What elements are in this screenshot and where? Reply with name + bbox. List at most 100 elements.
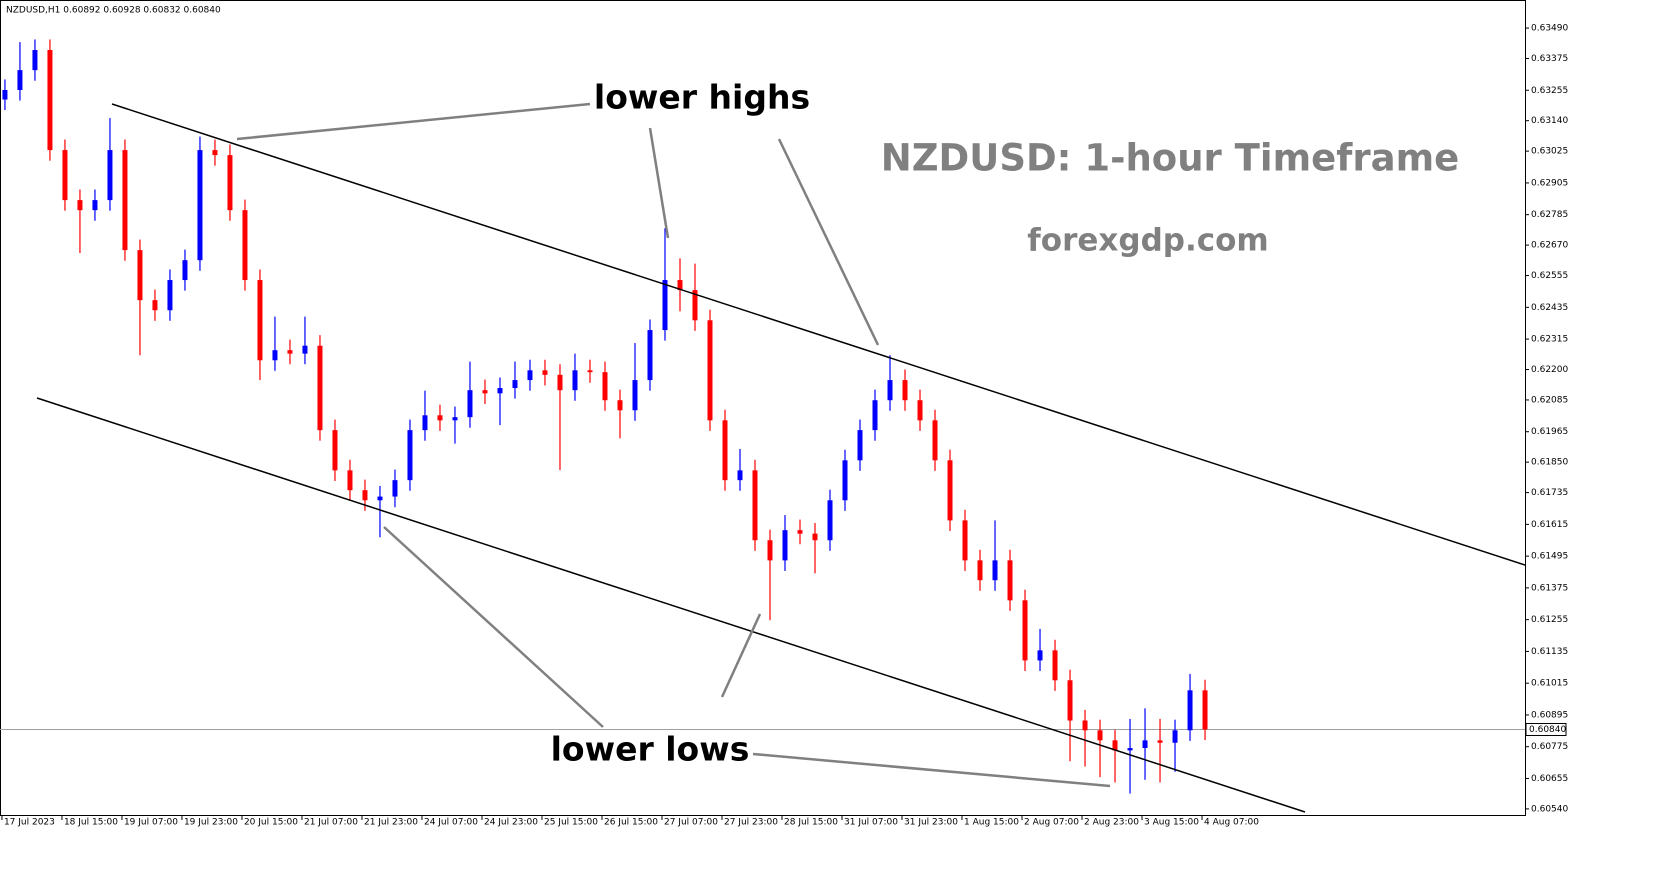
candle-body bbox=[707, 320, 713, 421]
pointer-lines bbox=[236, 102, 1111, 788]
y-tick-label: 0.61735 bbox=[1531, 488, 1568, 498]
candle-body bbox=[392, 480, 398, 497]
current-price-box bbox=[1525, 723, 1567, 737]
candle-body bbox=[1112, 740, 1118, 751]
candle-body bbox=[422, 415, 428, 431]
y-tick-label: 0.60540 bbox=[1531, 804, 1568, 814]
y-tick-label: 0.62555 bbox=[1531, 271, 1568, 281]
candle-body bbox=[842, 460, 848, 501]
x-tick-label: 1 Aug 15:00 bbox=[964, 818, 1019, 828]
candle-body bbox=[1172, 730, 1178, 743]
candle-body bbox=[647, 330, 653, 381]
candle-body bbox=[512, 380, 518, 389]
pointer-line bbox=[752, 752, 1111, 788]
candle-body bbox=[1157, 740, 1163, 743]
candle-body bbox=[1202, 690, 1208, 730]
candle-body bbox=[812, 533, 818, 541]
candle-body bbox=[407, 430, 413, 481]
y-tick-label: 0.60655 bbox=[1531, 774, 1568, 784]
y-tick-label: 0.61495 bbox=[1531, 552, 1568, 562]
candle-body bbox=[917, 400, 923, 421]
y-tick-label: 0.63490 bbox=[1531, 24, 1568, 34]
candle-body bbox=[17, 70, 23, 90]
candle-body bbox=[92, 200, 98, 211]
x-tick-label: 4 Aug 07:00 bbox=[1204, 818, 1259, 828]
candle-body bbox=[347, 470, 353, 491]
plot-frame bbox=[0, 0, 1526, 816]
y-tick-label: 0.62670 bbox=[1531, 241, 1568, 251]
candle-body bbox=[617, 400, 623, 411]
x-tick-label: 28 Jul 15:00 bbox=[784, 818, 838, 828]
candle-body bbox=[737, 470, 743, 481]
y-tick-label: 0.62785 bbox=[1531, 210, 1568, 220]
y-tick-label: 0.63375 bbox=[1531, 54, 1568, 64]
candle-body bbox=[317, 345, 323, 431]
lower-channel-line bbox=[36, 397, 1306, 813]
candle-body bbox=[872, 400, 878, 431]
candle-body bbox=[77, 200, 83, 211]
candle-body bbox=[797, 530, 803, 534]
candle-body bbox=[1022, 600, 1028, 661]
y-tick-label: 0.62200 bbox=[1531, 365, 1568, 375]
y-tick-label: 0.62085 bbox=[1531, 395, 1568, 405]
pointer-line bbox=[777, 138, 880, 346]
x-tick-label: 21 Jul 23:00 bbox=[364, 818, 418, 828]
current-price-label: 0.60840 bbox=[1529, 725, 1566, 735]
x-tick-label: 19 Jul 23:00 bbox=[184, 818, 238, 828]
candle-body bbox=[1097, 730, 1103, 741]
candle-body bbox=[662, 280, 668, 331]
candle-body bbox=[47, 50, 53, 151]
candle-body bbox=[587, 370, 593, 373]
y-tick-label: 0.61015 bbox=[1531, 679, 1568, 689]
candle-body bbox=[947, 460, 953, 521]
candle-body bbox=[152, 300, 158, 311]
candle-body bbox=[902, 380, 908, 401]
candle-body bbox=[542, 370, 548, 375]
x-tick-label: 27 Jul 23:00 bbox=[724, 818, 778, 828]
candle-body bbox=[272, 350, 278, 361]
y-tick-label: 0.62315 bbox=[1531, 335, 1568, 345]
candle-body bbox=[527, 370, 533, 381]
candle-body bbox=[692, 290, 698, 321]
candle-body bbox=[182, 260, 188, 281]
candle-body bbox=[1037, 650, 1043, 661]
candle-body bbox=[437, 415, 443, 421]
candle-body bbox=[962, 520, 968, 561]
candle-body bbox=[137, 250, 143, 301]
pointer-line bbox=[648, 127, 670, 239]
candle-body bbox=[482, 390, 488, 394]
candle-body bbox=[227, 155, 233, 211]
candle-body bbox=[1127, 748, 1133, 751]
y-tick-label: 0.60775 bbox=[1531, 742, 1568, 752]
candle-body bbox=[887, 380, 893, 401]
x-tick-label: 20 Jul 15:00 bbox=[244, 818, 298, 828]
candle-body bbox=[1067, 680, 1073, 721]
y-tick-label: 0.63140 bbox=[1531, 116, 1568, 126]
candle-body bbox=[332, 430, 338, 471]
y-tick-label: 0.63025 bbox=[1531, 147, 1568, 157]
y-tick-label: 0.62905 bbox=[1531, 178, 1568, 188]
y-tick-label: 0.60895 bbox=[1531, 710, 1568, 720]
candle-body bbox=[1142, 740, 1148, 749]
candle-body bbox=[452, 417, 458, 421]
pointer-line bbox=[383, 526, 604, 728]
candle-body bbox=[632, 380, 638, 411]
x-tick-label: 21 Jul 07:00 bbox=[304, 818, 358, 828]
x-tick-label: 18 Jul 15:00 bbox=[64, 818, 118, 828]
candle-body bbox=[827, 500, 833, 541]
candle-body bbox=[167, 280, 173, 311]
x-tick-label: 19 Jul 07:00 bbox=[124, 818, 178, 828]
candle-body bbox=[782, 530, 788, 561]
candle-body bbox=[302, 345, 308, 354]
y-tick-label: 0.61375 bbox=[1531, 583, 1568, 593]
candle-body bbox=[2, 89, 8, 100]
candle-body bbox=[722, 420, 728, 481]
y-tick-label: 0.61850 bbox=[1531, 458, 1568, 468]
candle-body bbox=[557, 374, 563, 391]
x-tick-label: 31 Jul 07:00 bbox=[844, 818, 898, 828]
x-tick-label: 24 Jul 23:00 bbox=[484, 818, 538, 828]
y-tick-label: 0.61255 bbox=[1531, 615, 1568, 625]
candle-body bbox=[977, 560, 983, 581]
